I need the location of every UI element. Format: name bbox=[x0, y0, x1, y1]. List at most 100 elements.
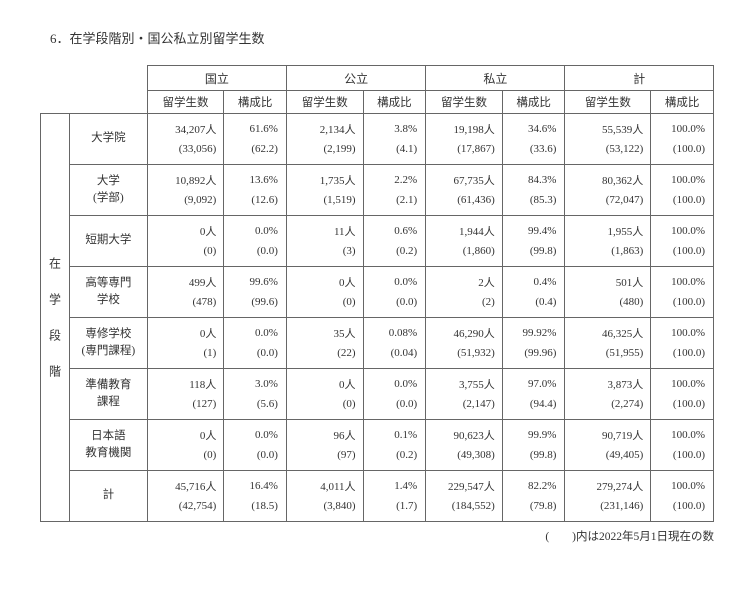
prev-value-cell: (478) bbox=[147, 292, 224, 318]
ratio-cell: 3.8% bbox=[363, 114, 426, 140]
ratio-cell: 0.4% bbox=[502, 267, 565, 293]
prev-value-cell: (184,552) bbox=[426, 496, 503, 522]
prev-ratio-cell: (99.8) bbox=[502, 445, 565, 471]
ratio-cell: 100.0% bbox=[651, 114, 714, 140]
prev-value-cell: (49,308) bbox=[426, 445, 503, 471]
value-cell: 34,207人 bbox=[147, 114, 224, 140]
value-cell: 3,873人 bbox=[565, 369, 651, 395]
value-cell: 1,955人 bbox=[565, 216, 651, 242]
row-label: 短期大学 bbox=[70, 216, 148, 267]
prev-value-cell: (0) bbox=[286, 394, 363, 420]
prev-ratio-cell: (100.0) bbox=[651, 343, 714, 369]
col-sub: 構成比 bbox=[224, 91, 287, 114]
prev-value-cell: (61,436) bbox=[426, 190, 503, 216]
prev-value-cell: (3) bbox=[286, 241, 363, 267]
value-cell: 2人 bbox=[426, 267, 503, 293]
prev-value-cell: (2,274) bbox=[565, 394, 651, 420]
ratio-cell: 99.92% bbox=[502, 318, 565, 344]
prev-value-cell: (53,122) bbox=[565, 139, 651, 165]
value-cell: 0人 bbox=[147, 216, 224, 242]
prev-value-cell: (0) bbox=[147, 445, 224, 471]
prev-ratio-cell: (0.2) bbox=[363, 445, 426, 471]
value-cell: 55,539人 bbox=[565, 114, 651, 140]
ratio-cell: 97.0% bbox=[502, 369, 565, 395]
ratio-cell: 0.0% bbox=[224, 216, 287, 242]
value-cell: 96人 bbox=[286, 420, 363, 446]
ratio-cell: 0.1% bbox=[363, 420, 426, 446]
prev-ratio-cell: (33.6) bbox=[502, 139, 565, 165]
value-cell: 0人 bbox=[147, 318, 224, 344]
ratio-cell: 3.0% bbox=[224, 369, 287, 395]
prev-value-cell: (127) bbox=[147, 394, 224, 420]
ratio-cell: 84.3% bbox=[502, 165, 565, 191]
prev-ratio-cell: (100.0) bbox=[651, 139, 714, 165]
ratio-cell: 1.4% bbox=[363, 471, 426, 497]
value-cell: 46,290人 bbox=[426, 318, 503, 344]
prev-ratio-cell: (85.3) bbox=[502, 190, 565, 216]
header-row-groups: 国立 公立 私立 計 bbox=[41, 66, 714, 91]
prev-value-cell: (49,405) bbox=[565, 445, 651, 471]
prev-ratio-cell: (0.0) bbox=[363, 394, 426, 420]
prev-ratio-cell: (0.0) bbox=[224, 343, 287, 369]
row-label: 専修学校(専門課程) bbox=[70, 318, 148, 369]
value-cell: 10,892人 bbox=[147, 165, 224, 191]
ratio-cell: 0.6% bbox=[363, 216, 426, 242]
prev-ratio-cell: (100.0) bbox=[651, 292, 714, 318]
col-sub: 構成比 bbox=[363, 91, 426, 114]
value-cell: 501人 bbox=[565, 267, 651, 293]
ratio-cell: 100.0% bbox=[651, 267, 714, 293]
prev-ratio-cell: (62.2) bbox=[224, 139, 287, 165]
prev-ratio-cell: (0.4) bbox=[502, 292, 565, 318]
col-sub: 留学生数 bbox=[286, 91, 363, 114]
prev-value-cell: (0) bbox=[147, 241, 224, 267]
prev-ratio-cell: (100.0) bbox=[651, 394, 714, 420]
ratio-cell: 99.6% bbox=[224, 267, 287, 293]
prev-ratio-cell: (12.6) bbox=[224, 190, 287, 216]
table-row: 在学段階大学院34,207人61.6%2,134人3.8%19,198人34.6… bbox=[41, 114, 714, 140]
prev-ratio-cell: (100.0) bbox=[651, 445, 714, 471]
prev-ratio-cell: (2.1) bbox=[363, 190, 426, 216]
value-cell: 90,623人 bbox=[426, 420, 503, 446]
prev-value-cell: (1,519) bbox=[286, 190, 363, 216]
value-cell: 0人 bbox=[286, 369, 363, 395]
row-label: 高等専門学校 bbox=[70, 267, 148, 318]
table-footnote: ( )内は2022年5月1日現在の数 bbox=[40, 528, 742, 544]
ratio-cell: 100.0% bbox=[651, 471, 714, 497]
prev-ratio-cell: (5.6) bbox=[224, 394, 287, 420]
table-row: 高等専門学校499人99.6%0人0.0%2人0.4%501人100.0% bbox=[41, 267, 714, 293]
ratio-cell: 100.0% bbox=[651, 318, 714, 344]
ratio-cell: 16.4% bbox=[224, 471, 287, 497]
value-cell: 90,719人 bbox=[565, 420, 651, 446]
prev-value-cell: (9,092) bbox=[147, 190, 224, 216]
row-label: 大学院 bbox=[70, 114, 148, 165]
value-cell: 80,362人 bbox=[565, 165, 651, 191]
prev-value-cell: (1,860) bbox=[426, 241, 503, 267]
value-cell: 499人 bbox=[147, 267, 224, 293]
prev-ratio-cell: (18.5) bbox=[224, 496, 287, 522]
prev-value-cell: (231,146) bbox=[565, 496, 651, 522]
prev-value-cell: (3,840) bbox=[286, 496, 363, 522]
ratio-cell: 100.0% bbox=[651, 369, 714, 395]
table-row: 日本語教育機関0人0.0%96人0.1%90,623人99.9%90,719人1… bbox=[41, 420, 714, 446]
prev-value-cell: (33,056) bbox=[147, 139, 224, 165]
ratio-cell: 0.0% bbox=[363, 369, 426, 395]
col-group: 国立 bbox=[147, 66, 286, 91]
ratio-cell: 99.9% bbox=[502, 420, 565, 446]
value-cell: 279,274人 bbox=[565, 471, 651, 497]
ratio-cell: 0.0% bbox=[224, 318, 287, 344]
table-row: 大学(学部)10,892人13.6%1,735人2.2%67,735人84.3%… bbox=[41, 165, 714, 191]
prev-value-cell: (51,955) bbox=[565, 343, 651, 369]
prev-value-cell: (17,867) bbox=[426, 139, 503, 165]
table-row: 短期大学0人0.0%11人0.6%1,944人99.4%1,955人100.0% bbox=[41, 216, 714, 242]
ratio-cell: 13.6% bbox=[224, 165, 287, 191]
prev-ratio-cell: (94.4) bbox=[502, 394, 565, 420]
value-cell: 1,735人 bbox=[286, 165, 363, 191]
table-row: 計45,716人16.4%4,011人1.4%229,547人82.2%279,… bbox=[41, 471, 714, 497]
prev-ratio-cell: (0.0) bbox=[363, 292, 426, 318]
table-row: 準備教育課程118人3.0%0人0.0%3,755人97.0%3,873人100… bbox=[41, 369, 714, 395]
prev-ratio-cell: (0.04) bbox=[363, 343, 426, 369]
prev-value-cell: (72,047) bbox=[565, 190, 651, 216]
row-label: 計 bbox=[70, 471, 148, 522]
header-blank bbox=[41, 66, 148, 114]
value-cell: 35人 bbox=[286, 318, 363, 344]
